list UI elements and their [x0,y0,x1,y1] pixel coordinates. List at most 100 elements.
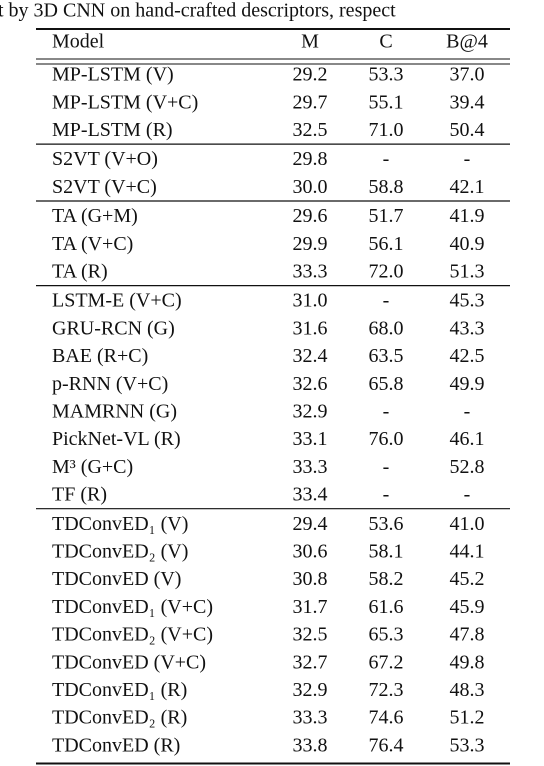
model-name: TA (R) [52,260,108,282]
metric-cell: 42.1 [450,176,485,198]
metric-cell: 42.5 [450,345,485,367]
metric-cell: 68.0 [369,317,404,339]
model-name: LSTM-E (V+C) [52,290,182,312]
metric-cell: 45.2 [450,568,485,590]
model-name: TDConvED₂ (R) [52,707,187,729]
metric-cell: 72.3 [369,679,404,701]
header-cell: M [301,31,319,53]
metric-cell: 53.3 [369,64,404,86]
metric-cell: 49.8 [450,651,485,673]
metric-cell: 76.0 [369,428,404,450]
metric-cell: 32.5 [293,119,328,141]
metric-cell: 50.4 [450,119,485,141]
metric-cell: 63.5 [369,345,404,367]
metric-cell: 39.4 [450,91,485,113]
metric-cell: 45.9 [450,596,485,618]
metric-cell: 33.1 [293,428,328,450]
metric-cell: 58.2 [369,568,404,590]
metric-cell: 41.0 [450,513,485,535]
metric-cell: - [383,400,390,422]
model-name: TDConvED₂ (V) [52,540,188,562]
metric-cell: 74.6 [369,707,404,729]
model-name: M³ (G+C) [52,456,133,478]
metric-cell: 29.7 [293,91,328,113]
metric-cell: 29.2 [293,64,328,86]
model-name: TA (G+M) [52,205,138,227]
model-name: MP-LSTM (R) [52,119,173,141]
model-name: TDConvED₁ (R) [52,679,187,701]
model-name: GRU-RCN (G) [52,317,175,339]
model-name: TDConvED (V) [52,568,181,590]
metric-cell: 65.3 [369,624,404,646]
model-name: S2VT (V+C) [52,176,157,198]
metric-cell: 29.6 [293,205,328,227]
model-name: TDConvED (R) [52,734,180,756]
metric-cell: 30.8 [293,568,328,590]
metric-cell: 46.1 [450,428,485,450]
metric-cell: 32.5 [293,624,328,646]
header-cell: C [379,31,392,53]
metric-cell: 61.6 [369,596,404,618]
metric-cell: 41.9 [450,205,485,227]
metric-cell: 56.1 [369,233,404,255]
metric-cell: 53.6 [369,513,404,535]
metric-cell: - [383,148,390,170]
metric-cell: 52.8 [450,456,485,478]
header-cell: B@4 [446,31,488,53]
metric-cell: 31.6 [293,317,328,339]
metric-cell: 29.9 [293,233,328,255]
metric-cell: - [383,290,390,312]
metric-cell: 29.4 [293,513,328,535]
metric-cell: 32.4 [293,345,328,367]
metric-cell: 33.3 [293,456,328,478]
metric-cell: 32.6 [293,373,328,395]
caption: t by 3D CNN on hand-crafted descriptors,… [0,0,396,22]
metric-cell: 58.8 [369,176,404,198]
metric-cell: 48.3 [450,679,485,701]
metric-cell: - [464,400,471,422]
metric-cell: 31.0 [293,290,328,312]
model-name: TDConvED₁ (V) [52,513,188,535]
metric-cell: - [383,456,390,478]
metric-cell: 33.3 [293,707,328,729]
metric-cell: 44.1 [450,540,485,562]
metric-cell: 51.3 [450,260,485,282]
model-name: MAMRNN (G) [52,400,177,422]
metric-cell: 72.0 [369,260,404,282]
metric-cell: 51.7 [369,205,404,227]
metric-cell: 31.7 [293,596,328,618]
metric-cell: 67.2 [369,651,404,673]
model-name: TA (V+C) [52,233,133,255]
metric-cell: 53.3 [450,734,485,756]
metric-cell: - [464,484,471,506]
metric-cell: - [464,148,471,170]
metric-cell: 32.9 [293,679,328,701]
metric-cell: 47.8 [450,624,485,646]
model-name: TDConvED₂ (V+C) [52,624,213,646]
metric-cell: 55.1 [369,91,404,113]
model-name: PickNet-VL (R) [52,428,181,450]
metric-cell: - [383,484,390,506]
metric-cell: 30.6 [293,540,328,562]
metric-cell: 30.0 [293,176,328,198]
metric-cell: 76.4 [369,734,404,756]
metric-cell: 71.0 [369,119,404,141]
model-name: MP-LSTM (V) [52,64,174,86]
model-name: TDConvED (V+C) [52,651,206,673]
metric-cell: 40.9 [450,233,485,255]
model-name: MP-LSTM (V+C) [52,91,198,113]
metric-cell: 51.2 [450,707,485,729]
metric-cell: 29.8 [293,148,328,170]
metric-cell: 65.8 [369,373,404,395]
metric-cell: 45.3 [450,290,485,312]
header-cell: Model [52,31,105,53]
metric-cell: 33.8 [293,734,328,756]
metric-cell: 33.3 [293,260,328,282]
metric-cell: 58.1 [369,540,404,562]
metric-cell: 32.9 [293,400,328,422]
model-name: BAE (R+C) [52,345,148,367]
model-name: S2VT (V+O) [52,148,158,170]
metric-cell: 43.3 [450,317,485,339]
